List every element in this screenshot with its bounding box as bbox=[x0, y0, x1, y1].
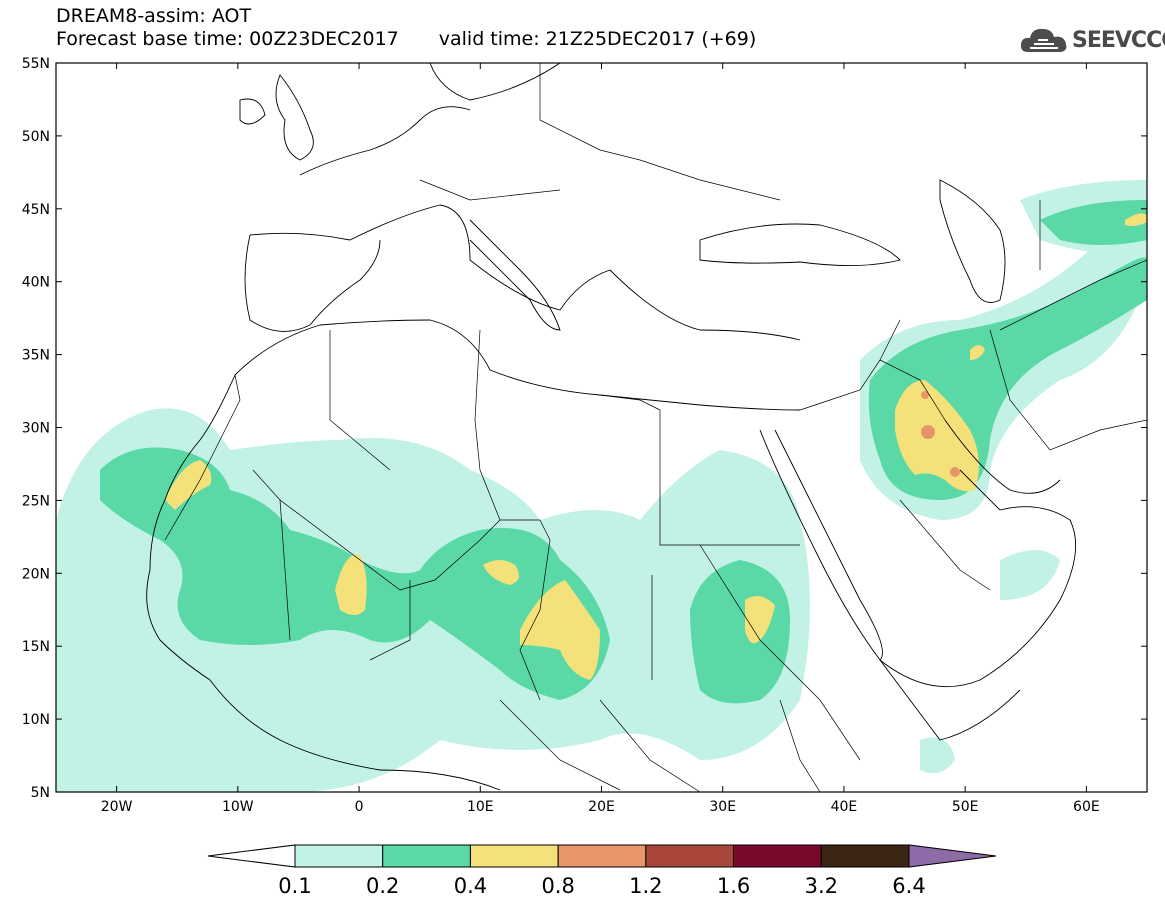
lat-tick-label: 5N bbox=[31, 785, 50, 801]
colorbar: 0.1 0.2 0.4 0.8 1.2 1.6 3.2 6.4 bbox=[207, 844, 997, 898]
colorbar-swatch bbox=[557, 844, 647, 868]
forecast-time-line: Forecast base time: 00Z23DEC2017 valid ti… bbox=[56, 28, 756, 50]
colorbar-level-label: 0.1 bbox=[278, 874, 311, 898]
lat-tick-label: 45N bbox=[22, 202, 50, 218]
coastlines bbox=[146, 63, 1077, 791]
lat-tick-label: 15N bbox=[22, 639, 50, 655]
lon-tick-label: 20W bbox=[101, 799, 133, 815]
lat-tick-label: 35N bbox=[22, 348, 50, 364]
colorbar-level-label: 3.2 bbox=[805, 874, 838, 898]
colorbar-swatch bbox=[382, 844, 471, 868]
lon-tick-label: 0 bbox=[355, 799, 364, 815]
colorbar-level-label: 1.6 bbox=[717, 874, 750, 898]
colorbar-min-arrow bbox=[207, 844, 296, 868]
colorbar-swatch bbox=[645, 844, 735, 868]
lon-tick-label: 10W bbox=[222, 799, 254, 815]
colorbar-swatch bbox=[820, 844, 910, 868]
colorbar-level-label: 1.2 bbox=[629, 874, 662, 898]
lon-tick-label: 30E bbox=[709, 799, 736, 815]
lon-tick-label: 10E bbox=[467, 799, 494, 815]
logo-text: SEEVCCC bbox=[1072, 28, 1165, 53]
aot-level-0-8 bbox=[921, 391, 960, 477]
colorbar-swatch bbox=[469, 844, 559, 868]
lon-tick-label: 60E bbox=[1073, 799, 1100, 815]
axis-ticks: 5N 10N 15N 20N 25N 30N 35N 40N 45N 50N 55N 20W 10W 0 1… bbox=[22, 56, 1147, 815]
aot-contours bbox=[56, 170, 1147, 792]
lat-tick-label: 10N bbox=[22, 712, 50, 728]
colorbar-swatch bbox=[294, 844, 384, 868]
colorbar-level-label: 0.4 bbox=[454, 874, 487, 898]
valid-time: valid time: 21Z25DEC2017 (+69) bbox=[438, 28, 757, 50]
colorbar-level-label: 0.8 bbox=[541, 874, 574, 898]
country-borders bbox=[164, 63, 1147, 792]
colorbar-level-label: 6.4 bbox=[892, 874, 925, 898]
colorbar-level-label: 0.2 bbox=[366, 874, 399, 898]
colorbar-max-arrow bbox=[908, 844, 997, 868]
lon-tick-label: 20E bbox=[588, 799, 615, 815]
lat-tick-label: 20N bbox=[22, 566, 50, 582]
lon-tick-label: 40E bbox=[831, 799, 858, 815]
aot-level-0-4 bbox=[165, 213, 1147, 680]
lat-tick-label: 55N bbox=[22, 56, 50, 72]
lat-tick-label: 50N bbox=[22, 129, 50, 145]
map-title: DREAM8-assim: AOT bbox=[56, 5, 252, 27]
colorbar-swatch bbox=[733, 844, 822, 868]
lon-tick-label: 50E bbox=[952, 799, 979, 815]
cloud-icon bbox=[1020, 28, 1067, 52]
lat-tick-label: 30N bbox=[22, 421, 50, 437]
lat-tick-label: 40N bbox=[22, 275, 50, 291]
base-time: Forecast base time: 00Z23DEC2017 bbox=[56, 28, 399, 50]
lat-tick-label: 25N bbox=[22, 493, 50, 509]
seevccc-logo: SEEVCCC bbox=[1018, 22, 1165, 58]
